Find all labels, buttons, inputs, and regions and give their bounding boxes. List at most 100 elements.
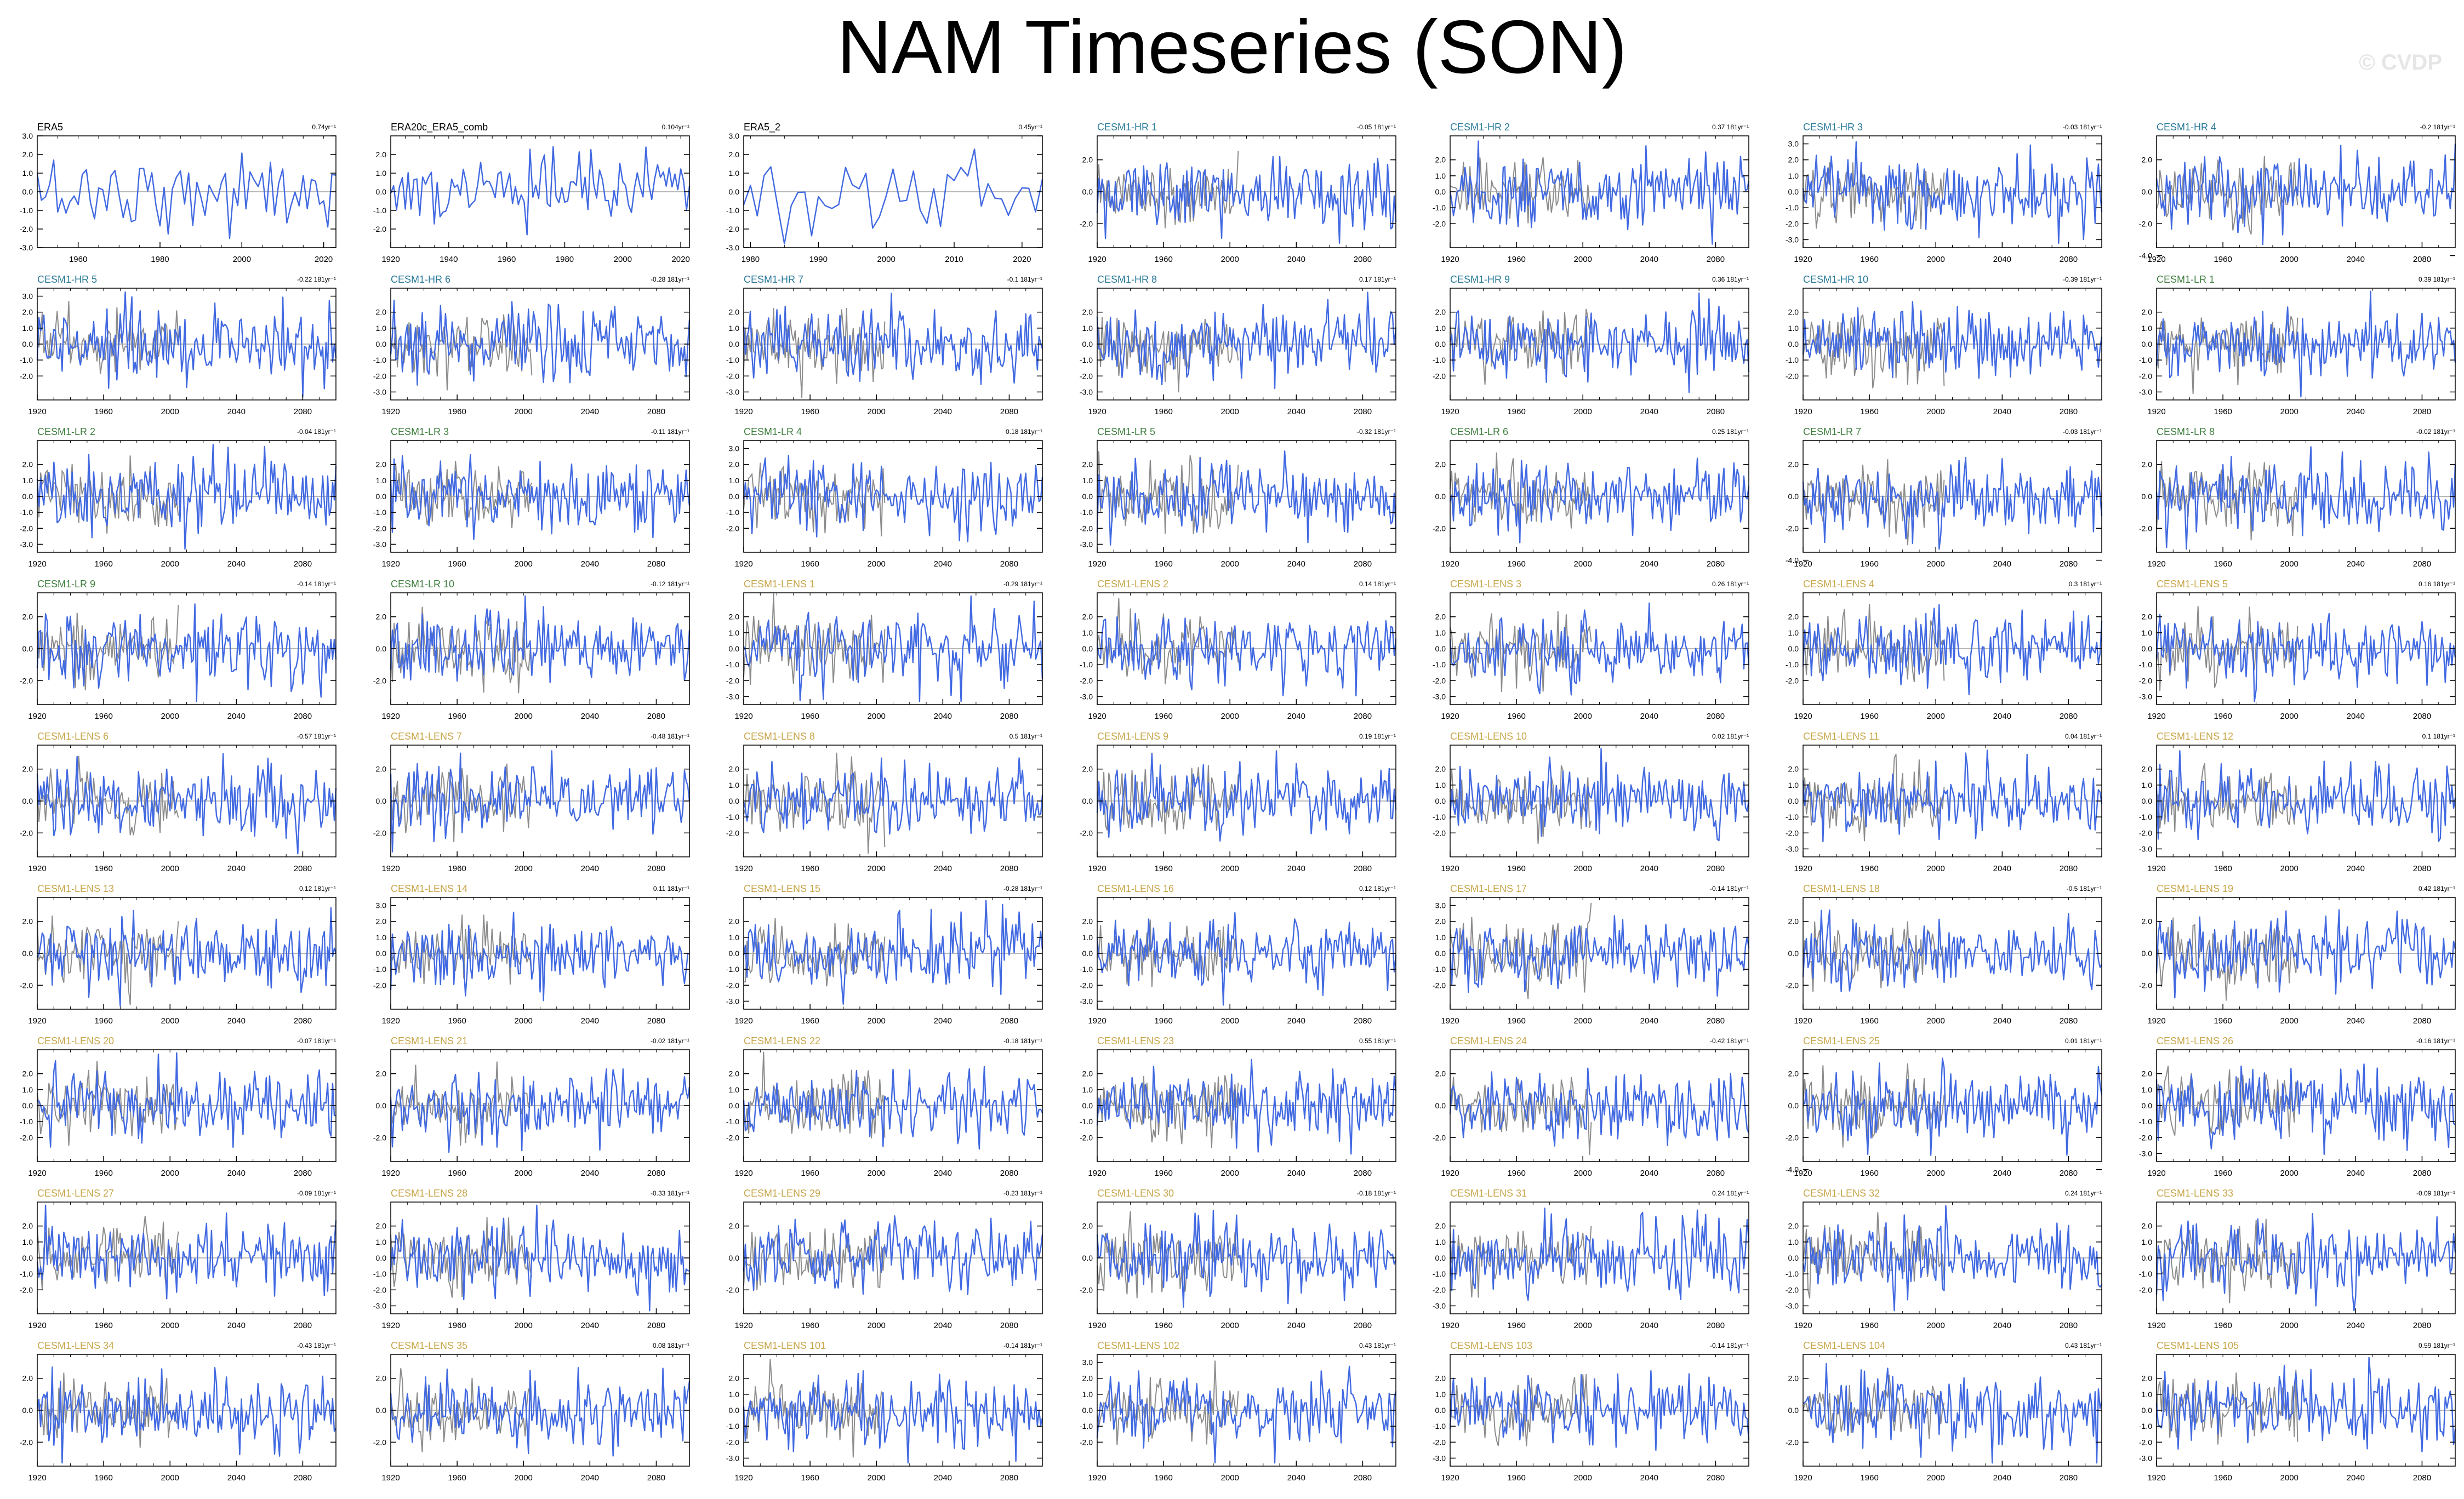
trend-label: 0.18 181yr⁻¹ (1006, 428, 1042, 436)
timeseries-panel: 1920 1960 2000 2040 2080 2.0 0.0 -2.0 -4.0 CESM1-… (2139, 122, 2456, 264)
timeseries-panel: 1920 1960 2000 2040 2080 2.0 0.0 -2.0 CESM1-LR 6… (1433, 426, 1750, 569)
timeseries-panel: 1920 1940 1960 1980 2000 2020 2.0 1.0 0.0 -1.0 -2.… (373, 122, 691, 264)
y-tick-label: 0.0 (2142, 1101, 2153, 1110)
panel-label: CESM1-LENS 15 (744, 883, 820, 894)
series-line (36, 444, 337, 550)
y-tick-label: -3.0 (1080, 540, 1093, 548)
series-line (743, 293, 1043, 385)
x-tick-label: 2040 (1993, 1321, 2011, 1330)
timeseries-panel: 1920 1960 2000 2040 2080 2.0 1.0 0.0 -1.0 -2.0 -3.… (1433, 1188, 1750, 1330)
x-tick-label: 2080 (1000, 712, 1018, 721)
timeseries-panel: 1920 1960 2000 2040 2080 2.0 1.0 0.0 -1.0 -2.0 -3.… (2139, 731, 2456, 873)
y-tick-label: -2.0 (2139, 371, 2152, 380)
x-tick-label: 2000 (1927, 559, 1945, 569)
y-tick-label: 2.0 (1435, 308, 1446, 317)
series-line (1802, 456, 2103, 550)
x-tick-label: 1960 (1154, 1016, 1172, 1026)
trend-label: -0.03 181yr⁻¹ (2063, 428, 2102, 436)
y-tick-label: 3.0 (1082, 1358, 1093, 1367)
y-tick-label: -1.0 (373, 356, 386, 364)
panel-label: CESM1-LENS 12 (2157, 731, 2233, 742)
series-line (743, 1370, 1043, 1464)
x-tick-label: 1960 (1507, 1016, 1525, 1026)
x-tick-label: 1960 (801, 712, 819, 721)
x-tick-label: 2040 (1640, 1169, 1658, 1178)
y-tick-label: -1.0 (726, 660, 739, 669)
x-tick-label: 2040 (934, 712, 952, 721)
y-tick-label: 1.0 (729, 1390, 740, 1399)
y-tick-label: 2.0 (376, 150, 387, 159)
x-tick-label: 1960 (1860, 407, 1878, 416)
timeseries-panel: 1920 1960 2000 2040 2080 2.0 1.0 0.0 -1.0 -2.0 CES… (726, 1035, 1043, 1178)
x-tick-label: 2040 (2347, 1016, 2365, 1026)
x-tick-label: 2020 (1013, 255, 1031, 264)
x-tick-label: 1920 (734, 1321, 752, 1330)
timeseries-panel: 1920 1960 2000 2040 2080 2.0 1.0 0.0 -1.0 -2.0 -3.… (20, 426, 337, 569)
series-line (1096, 450, 1397, 546)
y-tick-label: -2.0 (20, 828, 33, 837)
x-tick-label: 2040 (2347, 864, 2365, 873)
y-tick-label: -2.0 (1080, 1133, 1093, 1142)
x-tick-label: 2080 (1707, 1016, 1725, 1026)
ensemble-line (1803, 313, 1945, 389)
x-tick-label: 1960 (1507, 407, 1525, 416)
trend-label: -0.07 181yr⁻¹ (297, 1037, 336, 1045)
x-tick-label: 1960 (1860, 255, 1878, 264)
panel-label: CESM1-LENS 4 (1803, 579, 1874, 590)
timeseries-panel: 1920 1960 2000 2040 2080 3.0 2.0 1.0 0.0 -1.0 -2.0… (1433, 883, 1750, 1026)
y-tick-label: 2.0 (2142, 1222, 2153, 1231)
timeseries-panel: 1920 1960 2000 2040 2080 2.0 0.0 -2.0 CESM1-LENS… (1433, 1035, 1750, 1178)
x-tick-label: 2080 (1354, 1321, 1372, 1330)
panel-label: CESM1-HR 4 (2157, 122, 2216, 133)
x-tick-label: 1920 (1794, 712, 1812, 721)
series-line (390, 454, 691, 540)
trend-label: -0.28 181yr⁻¹ (651, 276, 689, 283)
x-tick-label: 1960 (1860, 1016, 1878, 1026)
x-tick-label: 2080 (1000, 1016, 1018, 1026)
x-tick-label: 1920 (28, 559, 46, 569)
x-tick-label: 2040 (1287, 864, 1305, 873)
x-tick-label: 1920 (381, 1169, 400, 1178)
timeseries-panel: 1920 1960 2000 2040 2080 2.0 1.0 0.0 -1.0 -2.0 -3.… (2139, 579, 2456, 721)
y-tick-label: 2.0 (1435, 460, 1446, 469)
x-tick-label: 1960 (1860, 1473, 1878, 1483)
x-tick-label: 1960 (1154, 712, 1172, 721)
x-tick-label: 1960 (801, 864, 819, 873)
x-tick-label: 2000 (1927, 407, 1945, 416)
x-tick-label: 1920 (381, 712, 400, 721)
series-line (1096, 750, 1397, 842)
y-tick-label: 2.0 (729, 150, 740, 159)
x-tick-label: 2040 (1287, 255, 1305, 264)
y-tick-label: 0.0 (22, 1101, 33, 1110)
y-tick-label: -3.0 (2139, 1149, 2152, 1158)
trend-label: -0.43 181yr⁻¹ (297, 1342, 336, 1349)
x-tick-label: 1920 (734, 864, 752, 873)
x-tick-label: 2080 (2060, 1169, 2078, 1178)
timeseries-panel: 1920 1960 2000 2040 2080 2.0 1.0 0.0 -1.0 -2.0 -3.… (726, 579, 1043, 721)
y-tick-label: -2.0 (726, 1285, 739, 1294)
y-tick-label: 1.0 (1435, 324, 1446, 333)
y-tick-label: 3.0 (729, 444, 740, 453)
x-tick-label: 1960 (94, 407, 112, 416)
x-tick-label: 2000 (161, 1321, 179, 1330)
series-line (1449, 1208, 1750, 1301)
series-line (2155, 613, 2456, 702)
x-tick-label: 2000 (515, 407, 533, 416)
x-tick-label: 1980 (742, 255, 760, 264)
x-tick-label: 2040 (1287, 1321, 1305, 1330)
y-tick-label: 2.0 (1788, 1222, 1799, 1231)
x-tick-label: 2040 (934, 407, 952, 416)
panel-label: CESM1-LENS 24 (1450, 1035, 1527, 1046)
x-tick-label: 1920 (381, 1321, 400, 1330)
series-line (390, 1068, 691, 1153)
x-tick-label: 1960 (2214, 407, 2232, 416)
y-tick-label: 1.0 (1435, 781, 1446, 789)
y-tick-label: -3.0 (1433, 1454, 1446, 1462)
y-tick-label: 2.0 (2142, 1069, 2153, 1078)
y-tick-label: 2.0 (1435, 917, 1446, 926)
series-line (36, 907, 337, 1007)
x-tick-label: 2040 (227, 1016, 246, 1026)
x-tick-label: 1960 (1154, 255, 1172, 264)
y-tick-label: 1.0 (22, 1238, 33, 1246)
trend-label: -0.32 181yr⁻¹ (1357, 428, 1396, 436)
